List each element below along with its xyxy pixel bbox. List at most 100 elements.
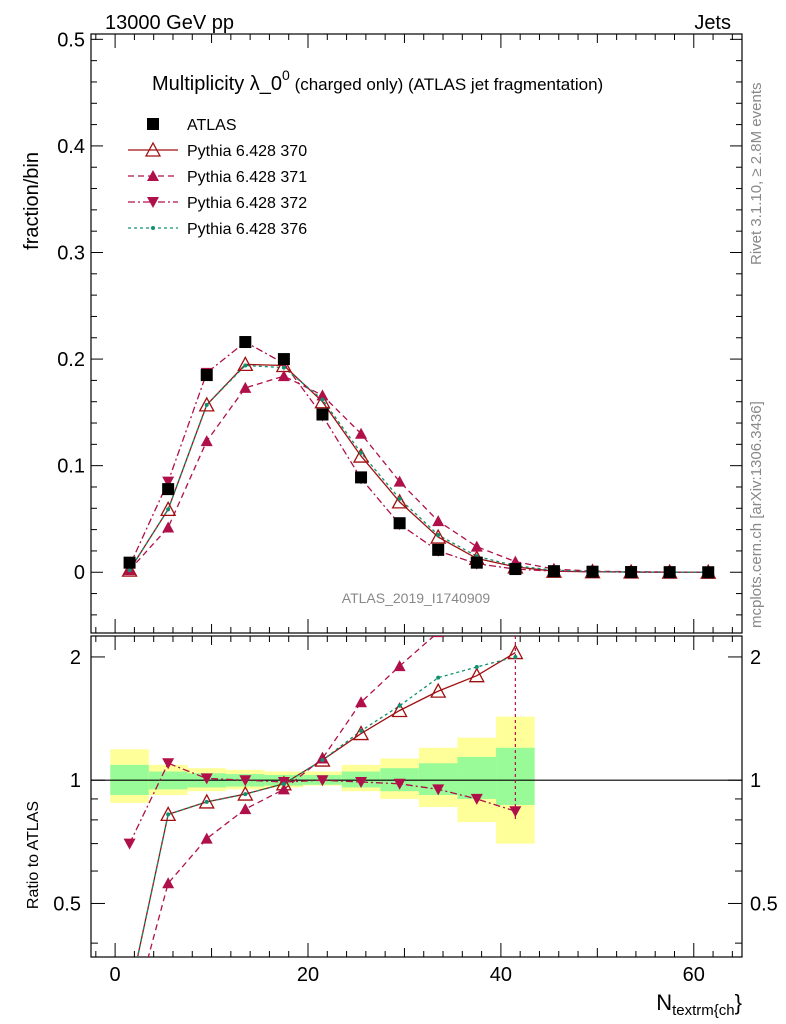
rivet-label: Rivet 3.1.10, ≥ 2.8M events (748, 83, 765, 266)
y-tick-label: 0.4 (57, 136, 85, 158)
data-point (470, 793, 483, 805)
ratio-tick-label: 2 (70, 647, 81, 669)
data-point (355, 776, 368, 788)
data-point (237, 356, 254, 372)
data-point (509, 806, 522, 818)
ratio-tick-label: 1 (70, 770, 81, 792)
data-point (237, 785, 254, 801)
data-point (243, 363, 248, 368)
data-point (436, 675, 441, 680)
plot-title: Multiplicity λ_00 (charged only) (ATLAS … (152, 67, 603, 95)
data-point (432, 784, 445, 796)
data-point (316, 389, 329, 401)
series-markers (121, 336, 717, 889)
x-axis-label-suffix: } (735, 990, 742, 1015)
data-point (355, 471, 368, 484)
data-point (470, 540, 483, 552)
data-point (314, 393, 331, 409)
data-point (200, 832, 213, 844)
data-point (243, 792, 248, 797)
data-point (352, 447, 370, 463)
y-tick-label: 0 (74, 562, 85, 584)
data-point (239, 381, 252, 393)
plot-title-superscript: 0 (282, 67, 290, 83)
data-point (397, 703, 402, 708)
data-point (432, 543, 445, 556)
data-point (432, 636, 445, 638)
plot-title-main: Multiplicity λ_0 (152, 73, 282, 95)
ratio-markers (123, 579, 524, 889)
ratio-tick-label: 2 (750, 647, 761, 669)
data-point (586, 565, 599, 578)
header-right: Jets (694, 12, 731, 34)
data-point (393, 778, 406, 790)
ratio-plot-frame (90, 635, 743, 958)
main-lines (128, 341, 709, 573)
x-tick-label: 40 (490, 964, 512, 986)
data-point (393, 660, 406, 672)
data-point (359, 450, 364, 455)
data-point (166, 507, 171, 512)
data-point (281, 365, 286, 370)
legend-label: Pythia 6.428 371 (187, 169, 307, 186)
data-point (162, 476, 175, 488)
data-point (147, 118, 159, 130)
data-point (121, 561, 138, 577)
data-point (509, 579, 521, 590)
y-tick-label: 0.5 (57, 29, 85, 51)
data-point (397, 496, 402, 501)
y-tick-label: 0.2 (57, 349, 85, 371)
x-tick-label: 60 (683, 964, 705, 986)
data-point (663, 566, 676, 579)
data-point (702, 566, 715, 579)
data-point (204, 402, 209, 407)
series-lines (128, 341, 709, 957)
data-point (320, 758, 325, 763)
legend-label: Pythia 6.428 372 (187, 195, 307, 212)
data-point (162, 521, 175, 533)
data-point (239, 775, 252, 787)
data-point (123, 556, 136, 569)
data-point (239, 336, 252, 349)
x-axis-label-main: N (656, 990, 672, 1015)
data-point (198, 396, 215, 412)
data-point (355, 427, 368, 439)
data-point (393, 517, 406, 530)
data-point (393, 475, 406, 487)
data-point (470, 556, 483, 569)
data-point (204, 799, 209, 804)
data-point (547, 565, 560, 578)
y-tick-label: 0.1 (57, 456, 85, 478)
header-left: 13000 GeV pp (105, 12, 234, 34)
data-point (316, 408, 329, 421)
data-point (320, 397, 325, 402)
x-axis-label: Ntextrm{ch} (656, 990, 742, 1019)
data-point (277, 370, 290, 382)
data-point (432, 515, 445, 527)
data-point (160, 806, 177, 822)
series-line (128, 341, 709, 573)
data-point (474, 665, 479, 670)
data-point (162, 877, 175, 889)
y-axis-label: fraction/bin (21, 152, 43, 250)
ratio-tick-label: 0.5 (53, 893, 81, 915)
data-point (352, 725, 370, 741)
ratio-y-axis-label: Ratio to ATLAS (25, 801, 42, 909)
data-point (509, 563, 522, 576)
data-point (200, 773, 213, 785)
data-point (200, 369, 213, 382)
plot-title-suffix: (charged only) (ATLAS jet fragmentation) (290, 75, 603, 94)
mcplots-label: mcplots.cern.ch [arXiv:1306.3436] (748, 401, 765, 628)
data-point (200, 435, 213, 447)
data-point (359, 728, 364, 733)
ratio-line (136, 656, 516, 957)
data-point (430, 682, 447, 698)
legend-label: ATLAS (187, 117, 237, 134)
data-point (391, 702, 408, 718)
data-point (147, 197, 159, 208)
x-axis-label-subscript: textrm{ch (672, 1002, 735, 1019)
data-point (239, 803, 252, 815)
x-tick-label: 20 (297, 964, 319, 986)
data-point (162, 483, 175, 496)
series-line (129, 375, 709, 573)
